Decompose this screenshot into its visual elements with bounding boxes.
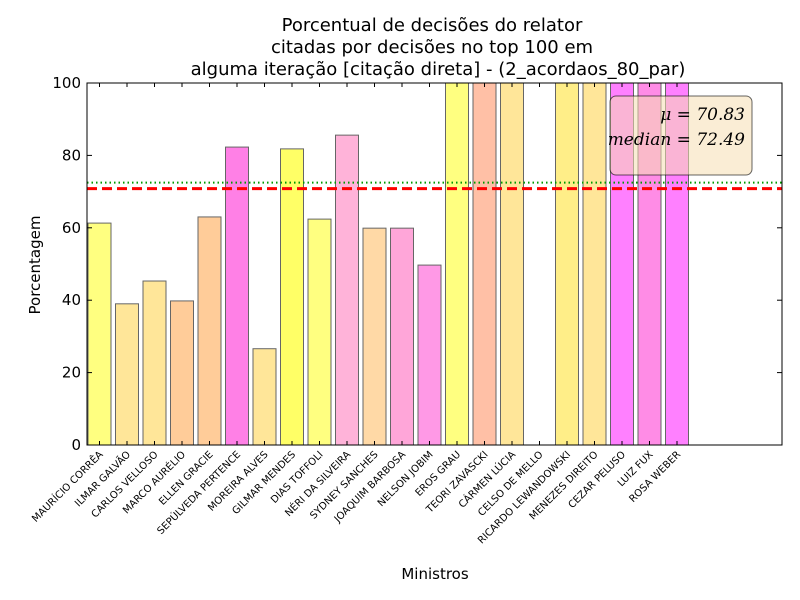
bar-carlos-velloso xyxy=(142,280,167,446)
bar-dias-toffoli xyxy=(307,218,332,446)
y-tick-label: 80 xyxy=(62,146,81,164)
x-axis-label: Ministros xyxy=(401,565,468,583)
bar-sydney-sanches xyxy=(362,227,387,446)
bar-sepulveda-pertence xyxy=(225,146,249,446)
title-line-2: citadas por decisões no top 100 em xyxy=(271,37,593,58)
bar-gilmar-mendes xyxy=(280,148,304,446)
stats-box-frame xyxy=(609,95,753,176)
chart-title: Porcentual de decisões do relator citada… xyxy=(191,15,686,80)
reference-lines xyxy=(87,181,782,191)
bar-neri-da-silveira xyxy=(335,134,359,446)
bar-ellen-gracie xyxy=(197,216,222,446)
y-tick-label: 20 xyxy=(62,364,81,382)
y-tick-label: 0 xyxy=(71,436,81,454)
y-tick-label: 60 xyxy=(62,219,81,237)
bar-menezes-direito xyxy=(582,82,607,446)
plot-frame xyxy=(86,82,783,446)
stats-box: μ = 70.83 median = 72.49 xyxy=(608,95,753,176)
y-tick-label: 100 xyxy=(52,74,81,92)
title-line-3: alguma iteração [citação direta] - (2_ac… xyxy=(191,59,686,80)
bar-carmen-lucia xyxy=(500,82,524,446)
bar-marco-aurelio xyxy=(170,300,194,446)
bar-mauricio-correa xyxy=(87,222,112,446)
bar-moreira-alves xyxy=(252,348,277,446)
title-line-1: Porcentual de decisões do relator xyxy=(282,15,583,36)
bar-eros-grau xyxy=(445,82,469,446)
stats-mean-text: μ = 70.83 xyxy=(660,105,745,125)
y-axis: 0 20 40 60 80 100 xyxy=(52,74,782,454)
bar-ilmar-galvao xyxy=(115,303,139,446)
bar-teori-zavascki xyxy=(472,82,497,446)
bars xyxy=(87,82,689,446)
bar-nelson-jobim xyxy=(417,264,442,446)
stats-median-text: median = 72.49 xyxy=(608,130,745,150)
bar-ricardo-lewandowski xyxy=(555,82,579,446)
x-tick-label: ROSA WEBER xyxy=(627,449,683,505)
bar-joaquim-barbosa xyxy=(390,227,414,446)
y-tick-label: 40 xyxy=(62,291,81,309)
y-axis-label: Porcentagem xyxy=(26,216,44,315)
